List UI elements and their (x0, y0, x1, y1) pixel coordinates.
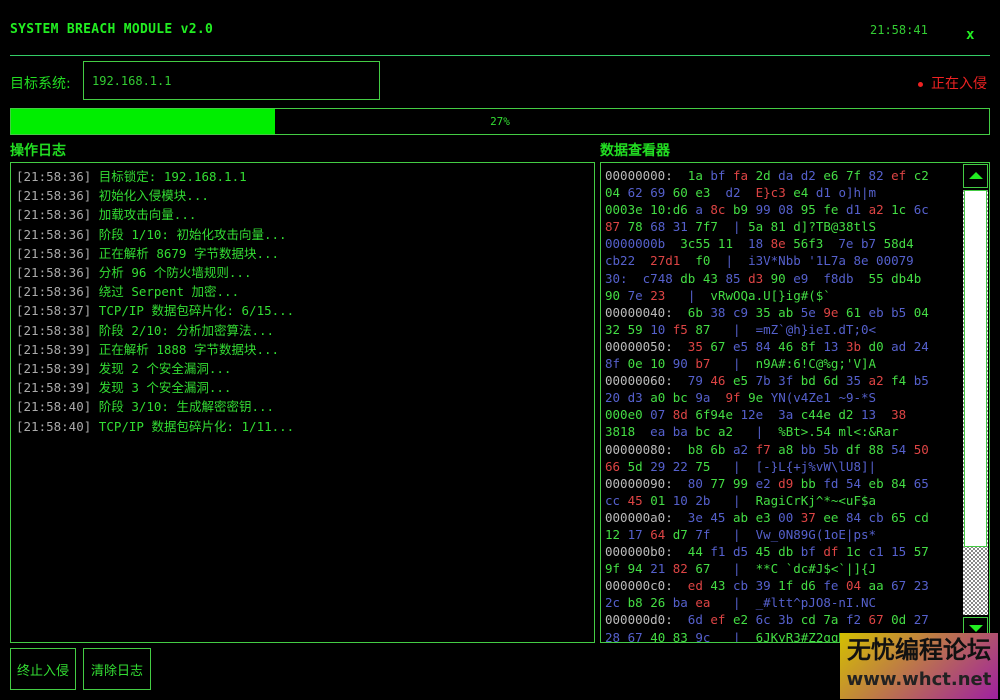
log-timestamp: [21:58:36] (16, 284, 92, 300)
log-entry: [21:58:37] TCP/IP 数据包碎片化: 6/15... (16, 301, 589, 320)
hex-line: 000e0 07 8d 6f94e 12e 3a c44e d2 13 38 (605, 407, 907, 423)
hex-line: 32 59 10 f5 87 | =mZ`@h}ieI.dT;0< (605, 321, 877, 337)
progress-label: 27% (490, 115, 510, 128)
log-message: 目标锁定: 192.168.1.1 (98, 169, 247, 184)
log-timestamp: [21:58:36] (16, 226, 92, 242)
log-timestamp: [21:58:39] (16, 361, 92, 377)
log-entry: [21:58:36] 分析 96 个防火墙规则... (16, 263, 589, 282)
scrollbar[interactable] (963, 164, 988, 641)
watermark-line2: www.whct.net (846, 669, 992, 690)
log-entry: [21:58:36] 绕过 Serpent 加密... (16, 282, 589, 301)
status-dot-icon (918, 81, 923, 87)
header-divider (10, 55, 990, 56)
log-message: TCP/IP 数据包碎片化: 6/15... (98, 303, 295, 319)
log-timestamp: [21:58:39] (16, 380, 92, 396)
log-message: 发现 3 个安全漏洞... (98, 380, 232, 396)
log-timestamp: [21:58:36] (16, 188, 92, 204)
log-message: 加载攻击向量... (98, 207, 197, 223)
log-entry: [21:58:40] 阶段 3/10: 生成解密密钥... (16, 397, 589, 416)
progress-bar: 27% (10, 108, 990, 135)
target-input[interactable] (83, 61, 380, 100)
hex-line: 00000000: 1a bf fa 2d da d2 e6 7f 82 ef … (605, 168, 929, 183)
log-entry: [21:58:39] 发现 2 个安全漏洞... (16, 359, 589, 378)
hex-line: 3818 ea ba bc a2 | %Bt>.54 ml<:&Rar (605, 424, 899, 440)
log-timestamp: [21:58:39] (16, 341, 92, 357)
log-entry: [21:58:36] 正在解析 8679 字节数据块... (16, 244, 589, 263)
log-message: 阶段 3/10: 生成解密密钥... (98, 399, 275, 415)
log-message: 正在解析 8679 字节数据块... (98, 245, 280, 261)
stop-intrusion-button[interactable]: 终止入侵 (10, 648, 76, 690)
log-message: 初始化入侵模块... (98, 188, 209, 204)
close-button[interactable]: x (966, 27, 975, 43)
hex-line: 8f 0e 10 90 b7 | n9A#:6!C@%g;'V]A (605, 356, 877, 372)
hex-line: cc 45 01 10 2b | RagiCrKj^*~<uF$a (605, 492, 877, 508)
hex-line: 000000b0: 44 f1 d5 45 db bf df 1c c1 15 … (605, 544, 929, 560)
hex-content: 00000000: 1a bf fa 2d da d2 e6 7f 82 ef … (605, 167, 961, 642)
log-message: TCP/IP 数据包碎片化: 1/11... (98, 418, 295, 434)
hex-viewer-title: 数据查看器 (600, 143, 670, 159)
hex-line: 90 7e 23 | vRwOQa.U[}ig#($` (605, 287, 831, 303)
hex-line: 66 5d 29 22 75 | [-}L{+j%vW\lU8]| (605, 458, 877, 474)
hex-line: 00000040: 6b 38 c9 35 ab 5e 9e 61 eb b5 … (605, 304, 929, 320)
watermark-logo: 无忧编程论坛 www.whct.net (840, 633, 998, 699)
log-message: 阶段 2/10: 分析加密算法... (98, 322, 275, 338)
log-timestamp: [21:58:36] (16, 207, 92, 223)
hex-line: 04 62 69 60 e3 d2 E}c3 e4 d1 o]h|m (605, 185, 877, 201)
log-entry: [21:58:40] TCP/IP 数据包碎片化: 1/11... (16, 417, 589, 436)
scroll-up-button[interactable] (963, 164, 988, 188)
operation-log[interactable]: [21:58:36] 目标锁定: 192.168.1.1 [21:58:36] 初… (10, 162, 595, 643)
hex-line: 12 17 64 d7 7f | Vw_0N89G(1oE|ps* (605, 526, 877, 542)
hex-viewer[interactable]: 00000000: 1a bf fa 2d da d2 e6 7f 82 ef … (600, 162, 990, 643)
log-entry: [21:58:39] 发现 3 个安全漏洞... (16, 378, 589, 397)
hex-line: 87 78 68 31 7f7 | 5a 81 d]?TB@38tlS (605, 219, 877, 235)
log-entry: [21:58:38] 阶段 2/10: 分析加密算法... (16, 321, 589, 340)
log-message: 绕过 Serpent 加密... (98, 284, 240, 300)
watermark-line1: 无忧编程论坛 (847, 636, 991, 664)
log-entry: [21:58:36] 初始化入侵模块... (16, 186, 589, 205)
log-entry: [21:58:36] 目标锁定: 192.168.1.1 (16, 167, 589, 186)
hex-line: 00000090: 80 77 99 e2 d9 bb fd 54 eb 84 … (605, 475, 929, 491)
log-timestamp: [21:58:38] (16, 322, 92, 338)
hex-line: 9f 94 21 82 67 | **C `dc#J$<`|]{J (605, 561, 877, 577)
arrow-up-icon (969, 172, 983, 179)
scroll-thumb[interactable] (964, 190, 987, 547)
hex-line: 000000a0: 3e 45 ab e3 00 37 ee 84 cb 65 … (605, 509, 929, 525)
hex-line: cb22 27d1 f0 | i3V*Nbb '1L7a 8e 00079 (605, 253, 914, 269)
status-indicator: 正在入侵 (918, 73, 987, 93)
log-title: 操作日志 (10, 143, 66, 159)
progress-fill (11, 109, 276, 134)
log-message: 阶段 1/10: 初始化攻击向量... (98, 226, 287, 242)
log-message: 分析 96 个防火墙规则... (98, 265, 252, 281)
hex-line: 0003e 10:d6 a 8c b9 99 08 95 fe d1 a2 1c… (605, 202, 929, 218)
hex-line: 0000000b 3c55 11 18 8e 56f3 7e b7 58d4 (605, 236, 914, 252)
log-timestamp: [21:58:40] (16, 399, 92, 415)
log-message: 正在解析 1888 字节数据块... (98, 341, 280, 357)
hex-line: 000000c0: ed 43 cb 39 1f d6 fe 04 aa 67 … (605, 578, 929, 594)
log-timestamp: [21:58:36] (16, 265, 92, 281)
hex-line: 20 d3 a0 bc 9a 9f 9e YN(v4Ze1 ~9-*S (605, 390, 877, 406)
hex-line: 30: c748 db 43 85 d3 90 e9 f8db 55 db4b (605, 270, 922, 286)
hex-line: 00000060: 79 46 e5 7b 3f bd 6d 35 a2 f4 … (605, 373, 929, 389)
hex-line: 000000d0: 6d ef e2 6c 3b cd 7a f2 67 0d … (605, 612, 929, 628)
log-timestamp: [21:58:36] (16, 245, 92, 261)
log-entry: [21:58:36] 阶段 1/10: 初始化攻击向量... (16, 225, 589, 244)
log-timestamp: [21:58:37] (16, 303, 92, 319)
log-entry: [21:58:36] 加载攻击向量... (16, 205, 589, 224)
log-message: 发现 2 个安全漏洞... (98, 361, 232, 377)
arrow-down-icon (969, 625, 983, 632)
log-entry: [21:58:39] 正在解析 1888 字节数据块... (16, 340, 589, 359)
clock: 21:58:41 (870, 23, 928, 37)
scroll-track[interactable] (963, 190, 988, 615)
hex-line: 00000050: 35 67 e5 84 46 8f 13 3b d0 ad … (605, 338, 929, 354)
target-label: 目标系统: (10, 76, 71, 92)
log-timestamp: [21:58:40] (16, 418, 92, 434)
hex-line: 00000080: b8 6b a2 f7 a8 bb 5b df 88 54 … (605, 441, 929, 457)
clear-log-button[interactable]: 清除日志 (83, 648, 151, 690)
log-timestamp: [21:58:36] (16, 169, 92, 184)
hex-line: 2c b8 26 ba ea | _#ltt^pJO8-nI.NC (605, 595, 877, 611)
app-title: SYSTEM BREACH MODULE v2.0 (10, 22, 214, 37)
status-text: 正在入侵 (931, 76, 987, 92)
